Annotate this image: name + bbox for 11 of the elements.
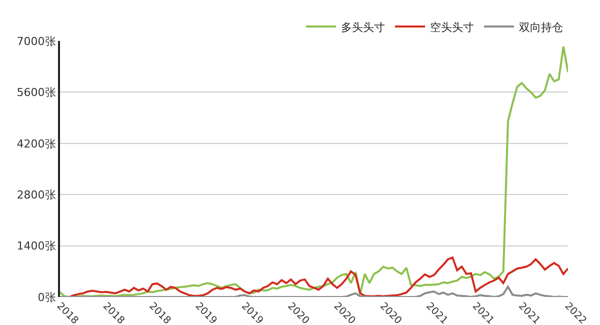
legend-label: 双向持仓 <box>519 20 563 34</box>
line-series <box>60 45 568 297</box>
y-tick-label: 5600张 <box>16 86 56 100</box>
y-tick-label: 0张 <box>38 290 56 304</box>
y-tick-label: 4200张 <box>16 137 56 150</box>
line-series <box>60 286 568 297</box>
y-tick-label: 7000张 <box>16 34 56 48</box>
legend-label: 空头头寸 <box>430 20 474 34</box>
y-tick-label: 1400张 <box>16 240 56 253</box>
legend-label: 多头头寸 <box>341 20 385 34</box>
y-tick-label: 2800张 <box>16 188 56 202</box>
